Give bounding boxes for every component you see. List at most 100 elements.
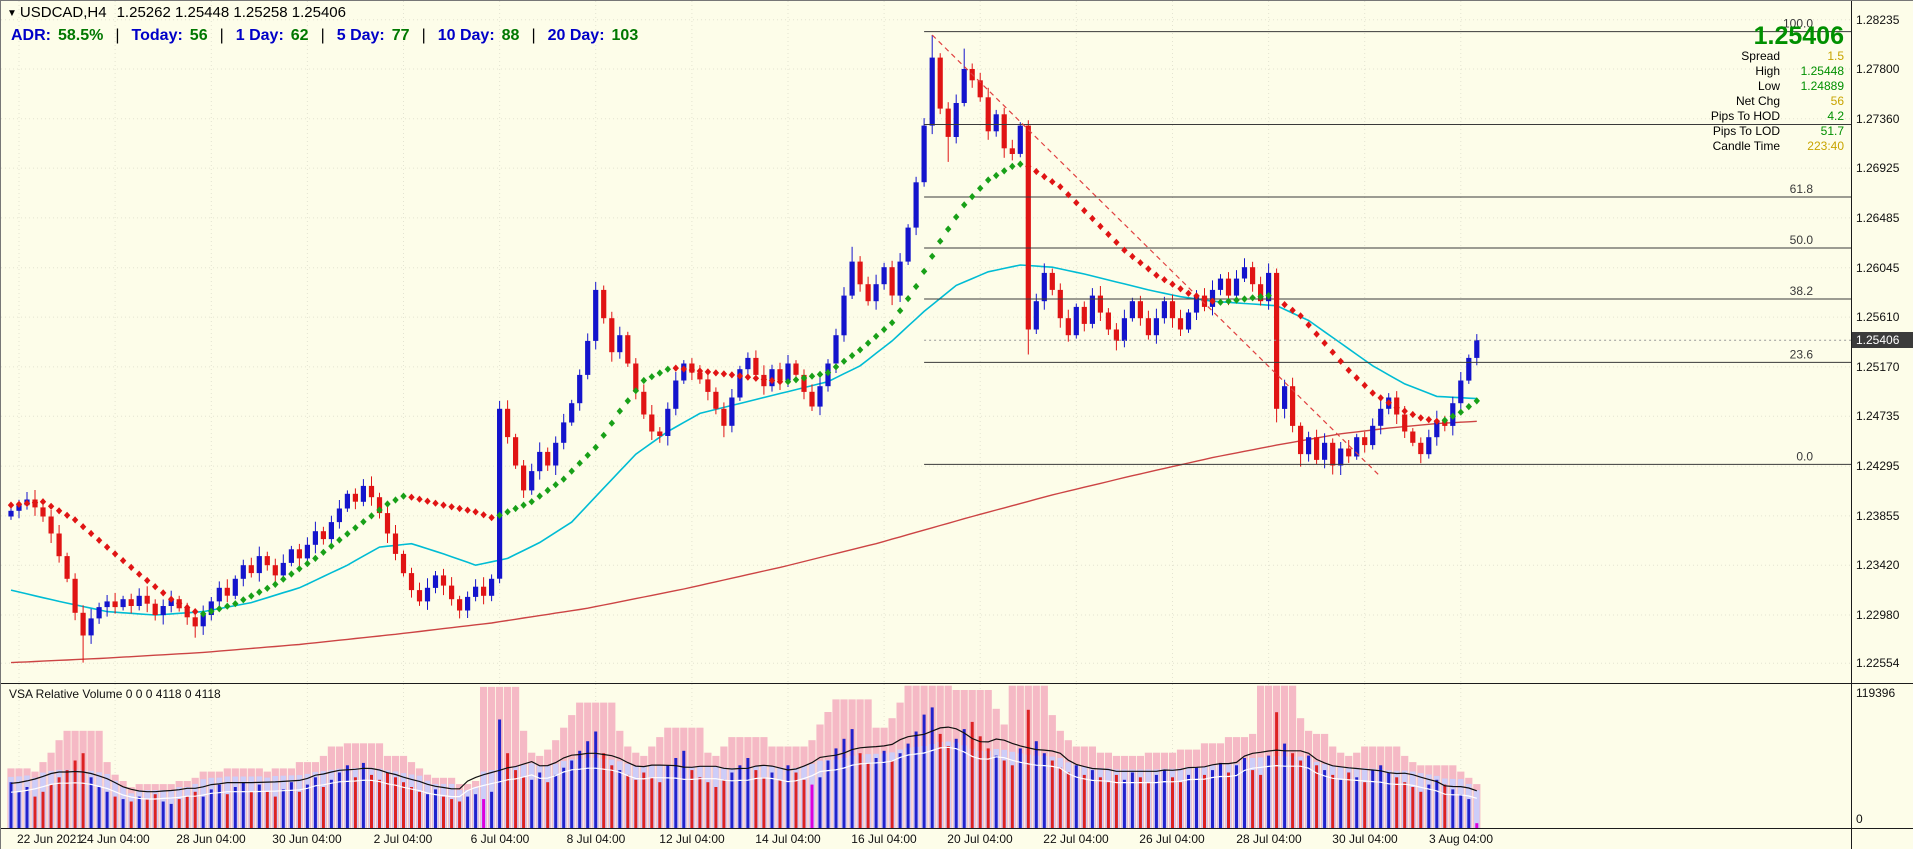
info-row-label: Net Chg xyxy=(1735,94,1780,108)
time-axis-label: 22 Jun 2021 xyxy=(16,832,84,846)
current-price-tag: 1.25406 xyxy=(1852,332,1913,348)
adr-item-label: Today: xyxy=(131,27,183,44)
info-row-value: 223:40 xyxy=(1807,139,1844,153)
time-axis-label: 3 Aug 04:00 xyxy=(1428,832,1494,846)
info-row-value: 51.7 xyxy=(1820,124,1844,138)
symbol-label: USDCAD,H4 xyxy=(19,4,107,21)
price-axis-label: 1.22554 xyxy=(1856,656,1900,670)
info-row: Pips To LOD 51.7 xyxy=(1546,124,1844,139)
info-row: Candle Time 223:40 xyxy=(1546,139,1844,154)
svg-text:100.0: 100.0 xyxy=(1783,17,1813,31)
current-price-display: 1.25406 xyxy=(1753,22,1844,50)
adr-separator: | xyxy=(421,27,426,44)
volume-indicator-label: VSA Relative Volume 0 0 0 4118 0 4118 xyxy=(9,687,221,701)
info-row-value: 1.25448 xyxy=(1800,64,1844,78)
time-axis-label: 30 Jun 04:00 xyxy=(272,832,342,846)
price-axis-label: 1.23855 xyxy=(1856,509,1900,523)
price-chart-canvas[interactable]: 100.0 61.8 50.0 38.2 23.6 0.0 xyxy=(1,1,1851,683)
adr-separator: | xyxy=(531,27,536,44)
time-axis-label: 16 Jul 04:00 xyxy=(851,832,917,846)
price-axis-label: 1.24295 xyxy=(1856,459,1900,473)
price-axis-label: 1.28235 xyxy=(1856,13,1900,27)
fast-ma-line xyxy=(10,264,1477,616)
time-axis-label: 26 Jul 04:00 xyxy=(1139,832,1205,846)
price-axis-label: 1.26925 xyxy=(1856,161,1900,175)
svg-text:0.0: 0.0 xyxy=(1796,449,1813,463)
volume-chart-canvas[interactable] xyxy=(1,684,1851,828)
time-axis-label: 28 Jul 04:00 xyxy=(1236,832,1302,846)
time-axis-label: 8 Jul 04:00 xyxy=(566,832,626,846)
adr-item-label: 20 Day: xyxy=(547,27,605,44)
time-axis-label: 30 Jul 04:00 xyxy=(1332,832,1398,846)
adr-item-label: 1 Day: xyxy=(235,27,284,44)
adr-item-label: 10 Day: xyxy=(437,27,495,44)
price-axis-label: 1.26485 xyxy=(1856,211,1900,225)
price-axis-label: 1.27800 xyxy=(1856,62,1900,76)
info-row-label: Low xyxy=(1757,79,1780,93)
market-info-panel: 1.25406 Spread 1.5 High 1.25448 Low 1.24889 Ne… xyxy=(1546,23,1844,154)
price-axis-label: 1.25610 xyxy=(1856,310,1900,324)
info-row-label: Pips To LOD xyxy=(1712,124,1780,138)
trend-diamond-trail xyxy=(7,160,1480,618)
time-axis[interactable]: 22 Jun 2021 24 Jun 04:00 28 Jun 04:00 30 Ju… xyxy=(1,829,1913,849)
price-axis[interactable]: 1.28235 1.27800 1.27360 1.26925 1.26485 1.260… xyxy=(1852,1,1913,683)
adr-separator: | xyxy=(219,27,224,44)
volume-indicator-area[interactable] xyxy=(1,684,1851,828)
info-row: Spread 1.5 xyxy=(1546,49,1844,64)
svg-text:23.6: 23.6 xyxy=(1790,347,1814,361)
volume-axis-max: 119396 xyxy=(1856,686,1896,700)
info-row: Pips To HOD 4.2 xyxy=(1546,109,1844,124)
price-chart-area[interactable]: 100.0 61.8 50.0 38.2 23.6 0.0 xyxy=(1,1,1851,683)
pane-separator[interactable] xyxy=(1,683,1913,684)
adr-item-value: 103 xyxy=(611,27,639,44)
info-row: High 1.25448 xyxy=(1546,64,1844,79)
time-axis-label: 6 Jul 04:00 xyxy=(470,832,530,846)
adr-separator: | xyxy=(320,27,325,44)
time-axis-label: 14 Jul 04:00 xyxy=(755,832,821,846)
adr-item-value: 88 xyxy=(501,27,520,44)
info-row-label: High xyxy=(1755,64,1780,78)
chart-background xyxy=(1,1,1851,683)
adr-separator: | xyxy=(115,27,120,44)
svg-text:50.0: 50.0 xyxy=(1790,233,1814,247)
price-axis-label: 1.26045 xyxy=(1856,261,1900,275)
time-axis-label: 24 Jun 04:00 xyxy=(80,832,150,846)
adr-item-value: 58.5% xyxy=(58,27,104,44)
symbol-marker-icon: ▼ xyxy=(7,8,17,19)
volume-axis[interactable]: 119396 0 xyxy=(1852,684,1913,828)
adr-item-label: 5 Day: xyxy=(336,27,385,44)
volume-axis-min: 0 xyxy=(1856,812,1863,826)
trendline[interactable] xyxy=(931,34,1382,478)
adr-item-value: 77 xyxy=(391,27,410,44)
svg-text:38.2: 38.2 xyxy=(1790,284,1814,298)
fibonacci-retracement[interactable]: 100.0 61.8 50.0 38.2 23.6 0.0 xyxy=(924,17,1851,465)
time-axis-label: 22 Jul 04:00 xyxy=(1043,832,1109,846)
adr-item-value: 62 xyxy=(290,27,309,44)
svg-text:61.8: 61.8 xyxy=(1790,182,1814,196)
ohlc-values: 1.25262 1.25448 1.25258 1.25406 xyxy=(116,4,346,21)
info-row-label: Candle Time xyxy=(1712,139,1780,153)
adr-indicator-row: ADR: 58.5% | Today: 56 | 1 Day: 62 | 5 Day: 77 | 10 … xyxy=(11,27,638,45)
time-axis-label: 20 Jul 04:00 xyxy=(947,832,1013,846)
info-row-value: 4.2 xyxy=(1827,109,1844,123)
chart-title: ▼ USDCAD,H4 1.25262 1.25448 1.25258 1.2540… xyxy=(7,4,346,21)
price-axis-label: 1.23420 xyxy=(1856,558,1900,572)
adr-item-value: 56 xyxy=(189,27,208,44)
volume-ma-line xyxy=(10,726,1477,793)
volume-ma-line-secondary xyxy=(10,746,1477,800)
info-row: Low 1.24889 xyxy=(1546,79,1844,94)
time-axis-label: 12 Jul 04:00 xyxy=(659,832,725,846)
axis-border xyxy=(1851,1,1852,849)
pane-separator-2[interactable] xyxy=(1,828,1913,829)
price-axis-label: 1.27360 xyxy=(1856,112,1900,126)
info-row-value: 1.24889 xyxy=(1800,79,1844,93)
info-row-value: 1.5 xyxy=(1827,49,1844,63)
info-row-label: Pips To HOD xyxy=(1710,109,1780,123)
price-axis-label: 1.25170 xyxy=(1856,360,1900,374)
adr-item-label: ADR: xyxy=(11,27,51,44)
price-axis-label: 1.22980 xyxy=(1856,608,1900,622)
volume-bars xyxy=(9,707,1479,828)
slow-ma-line xyxy=(10,420,1477,664)
time-axis-label: 28 Jun 04:00 xyxy=(176,832,246,846)
